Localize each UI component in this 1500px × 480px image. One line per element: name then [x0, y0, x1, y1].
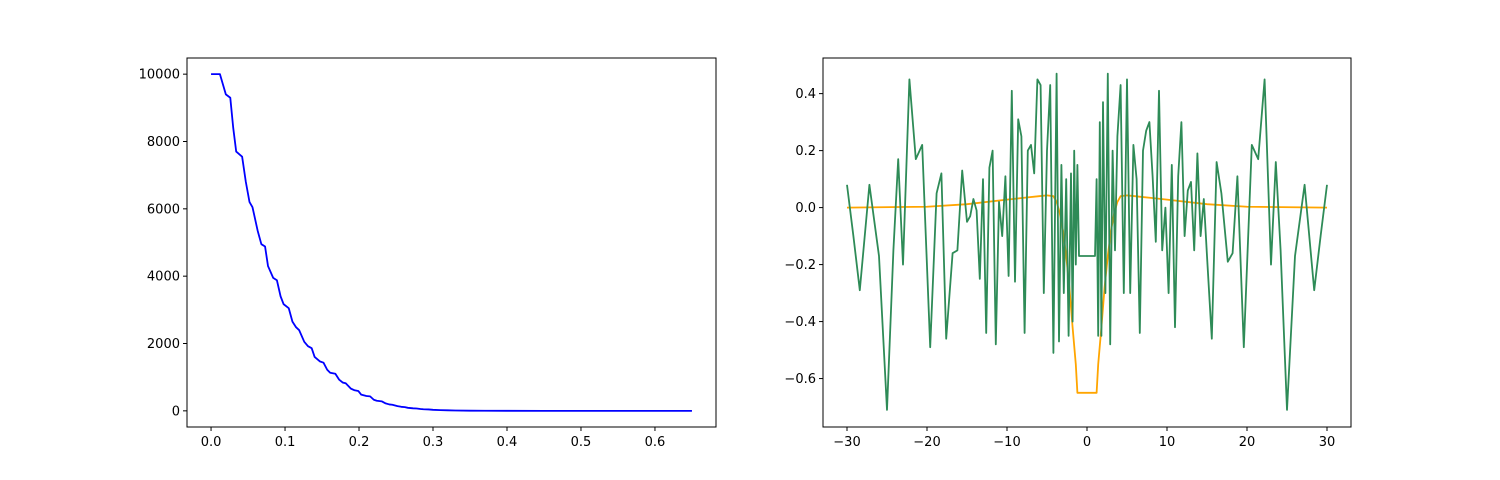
y-tick-label: 8000 — [147, 135, 180, 150]
y-tick-label: 2000 — [147, 337, 180, 352]
y-tick-label: −0.2 — [784, 258, 816, 273]
left-chart: 0.0 0.1 0.2 0.3 0.4 0.5 0.6 0 2000 4000 6000 8000 10… — [139, 57, 717, 450]
y-tick-label: 4000 — [147, 270, 180, 285]
x-tick-label: 10 — [1159, 435, 1176, 450]
y-tick-label: 0.2 — [795, 144, 816, 159]
x-tick-label: 0 — [1083, 435, 1091, 450]
y-tick-label: 0.4 — [795, 87, 816, 102]
y-tick-label: −0.4 — [784, 315, 816, 330]
x-tick-label: −20 — [913, 435, 940, 450]
right-chart: −30 −20 −10 0 10 20 30 −0.6 −0.4 −0.2 0.0 0.2 0.4 — [784, 57, 1352, 450]
x-tick-label: 0.0 — [201, 435, 222, 450]
x-tick-label: −30 — [833, 435, 860, 450]
y-tick-label: 0.0 — [795, 201, 816, 216]
y-tick-label: 6000 — [147, 202, 180, 217]
series-line-1 — [211, 73, 692, 412]
y-tick-label: 10000 — [139, 68, 180, 83]
axes-frame — [186, 57, 717, 428]
series-line-2 — [846, 72, 1328, 411]
x-tick-label: 0.2 — [349, 435, 370, 450]
x-tick-label: 20 — [1239, 435, 1256, 450]
x-tick-label: 0.5 — [571, 435, 592, 450]
x-tick-label: 0.1 — [275, 435, 296, 450]
y-tick-label: −0.6 — [784, 372, 816, 387]
x-tick-label: −10 — [993, 435, 1020, 450]
x-tick-label: 30 — [1319, 435, 1336, 450]
x-tick-label: 0.3 — [423, 435, 444, 450]
series-line-1 — [846, 194, 1328, 394]
y-tick-label: 0 — [172, 404, 180, 419]
x-tick-label: 0.4 — [497, 435, 518, 450]
x-tick-label: 0.6 — [645, 435, 666, 450]
